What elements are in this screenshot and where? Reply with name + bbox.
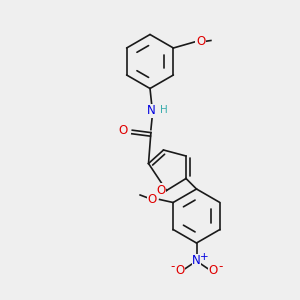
Text: -: - — [170, 260, 175, 273]
Text: O: O — [176, 263, 184, 277]
Text: O: O — [157, 184, 166, 197]
Text: +: + — [200, 252, 208, 262]
Text: O: O — [147, 193, 157, 206]
Text: H: H — [160, 105, 168, 115]
Text: -: - — [218, 260, 223, 273]
Text: O: O — [196, 35, 205, 49]
Text: N: N — [146, 104, 155, 118]
Text: O: O — [118, 124, 128, 137]
Text: N: N — [192, 254, 201, 268]
Text: O: O — [208, 263, 217, 277]
